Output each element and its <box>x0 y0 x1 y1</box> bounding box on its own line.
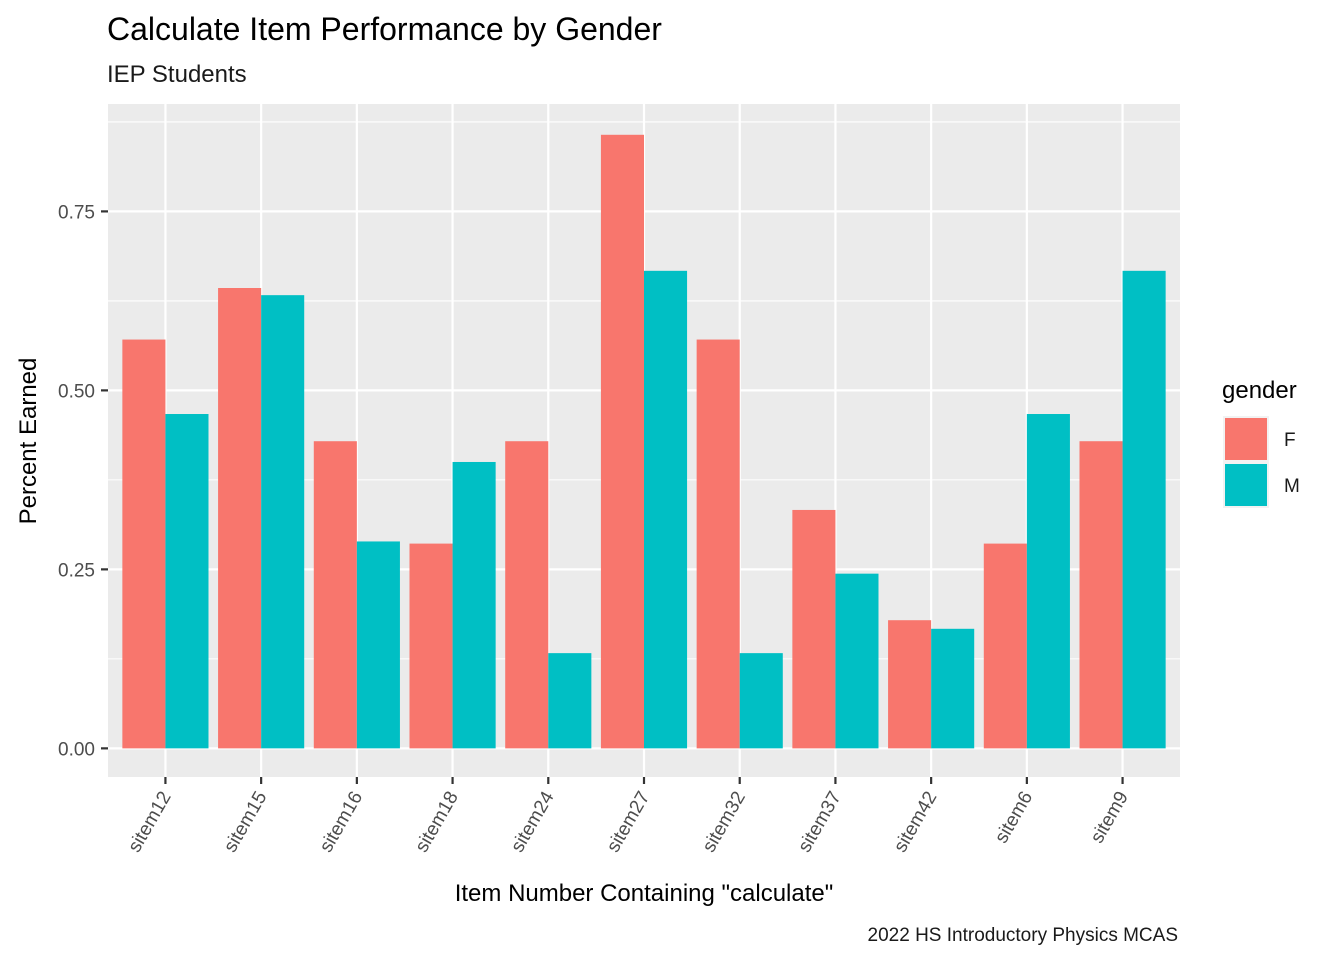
legend-swatch-F <box>1225 418 1267 460</box>
bar-sitem15-F <box>218 288 262 749</box>
chart-subtitle: IEP Students <box>107 61 247 88</box>
y-tick-label: 0.25 <box>58 560 95 581</box>
bar-sitem16-F <box>313 441 357 749</box>
legend-label-F: F <box>1284 430 1296 451</box>
bar-sitem42-F <box>888 620 932 749</box>
x-tick-label-sitem18: sitem18 <box>411 788 462 856</box>
chart-caption: 2022 HS Introductory Physics MCAS <box>868 925 1178 946</box>
x-axis: sitem12 sitem15 sitem16 sitem18 sitem24 sitem… <box>124 777 1133 856</box>
bar-sitem12-M <box>165 414 209 749</box>
x-tick-label-sitem15: sitem15 <box>220 788 271 856</box>
bar-sitem6-M <box>1026 414 1070 749</box>
bar-sitem24-F <box>505 441 549 749</box>
x-tick-label-sitem32: sitem32 <box>699 788 750 856</box>
bar-sitem42-M <box>931 628 975 749</box>
x-tick-label-sitem42: sitem42 <box>890 788 941 856</box>
bar-sitem6-F <box>983 543 1027 749</box>
x-tick-label-sitem37: sitem37 <box>794 788 845 856</box>
bar-sitem9-M <box>1122 270 1166 749</box>
bar-sitem9-F <box>1079 441 1123 749</box>
legend-swatch-M <box>1225 464 1267 506</box>
x-tick-label-sitem9: sitem9 <box>1087 788 1133 847</box>
x-tick-label-sitem6: sitem6 <box>991 788 1037 847</box>
bar-sitem12-F <box>122 339 166 749</box>
bar-sitem37-F <box>792 509 836 749</box>
x-tick-label-sitem12: sitem12 <box>124 788 175 856</box>
legend-label-M: M <box>1284 476 1300 497</box>
legend: gender F M <box>1222 377 1300 508</box>
x-tick-label-sitem27: sitem27 <box>603 788 654 856</box>
bar-sitem27-F <box>600 134 644 749</box>
x-tick-label-sitem16: sitem16 <box>316 788 367 856</box>
bar-sitem24-M <box>548 653 592 749</box>
bar-sitem37-M <box>835 573 879 749</box>
bar-sitem18-M <box>452 461 496 749</box>
bar-sitem18-F <box>409 543 453 749</box>
bar-sitem16-M <box>356 541 400 749</box>
bar-sitem32-F <box>696 339 740 749</box>
bars <box>122 134 1166 749</box>
y-tick-label: 0.00 <box>58 739 95 760</box>
chart-title: Calculate Item Performance by Gender <box>107 11 662 47</box>
legend-title: gender <box>1222 377 1297 404</box>
x-axis-title: Item Number Containing "calculate" <box>455 880 834 907</box>
x-tick-label-sitem24: sitem24 <box>507 788 559 856</box>
y-axis: 0.00 0.25 0.50 0.75 <box>58 202 108 760</box>
bar-sitem15-M <box>261 295 305 749</box>
y-tick-label: 0.50 <box>58 381 95 402</box>
y-tick-label: 0.75 <box>58 202 95 223</box>
bar-sitem27-M <box>644 270 688 749</box>
bar-sitem32-M <box>739 653 783 749</box>
y-axis-title: Percent Earned <box>15 358 42 525</box>
